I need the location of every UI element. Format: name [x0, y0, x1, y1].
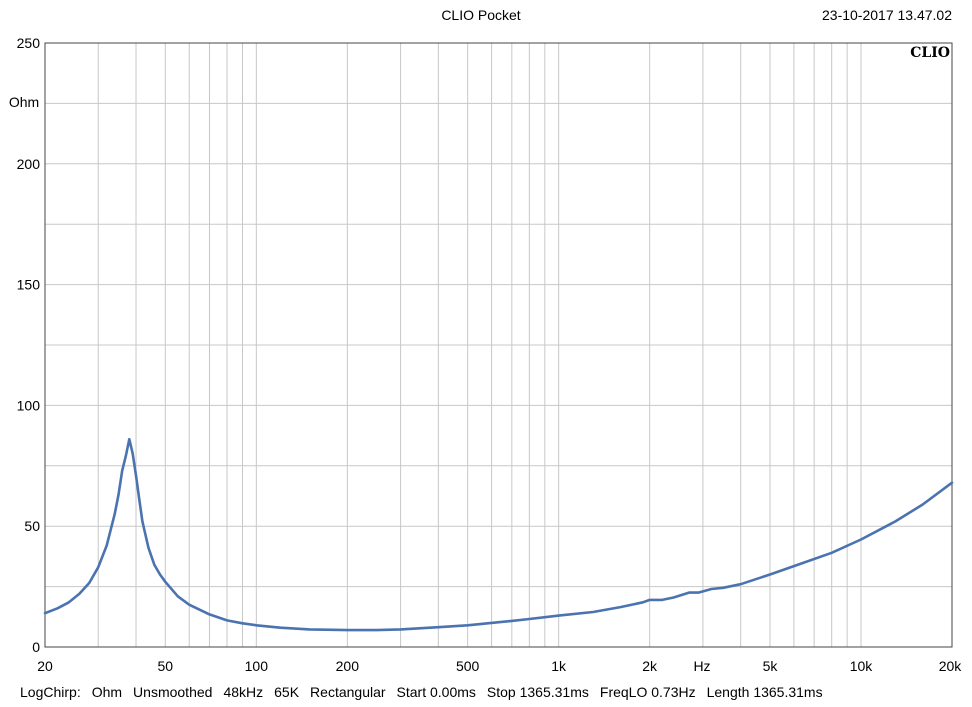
plot-frame: [44, 42, 953, 648]
x-tick-label: 20: [37, 658, 53, 674]
status-item: Length 1365.31ms: [706, 684, 823, 700]
y-tick-labels: 0 50 100 150 200 250: [17, 35, 41, 655]
y-tick-label: 0: [32, 639, 40, 655]
y-tick-label: 250: [17, 35, 41, 51]
status-item: LogChirp:: [20, 684, 81, 700]
x-tick-label: 50: [158, 658, 174, 674]
impedance-curve: [43, 437, 954, 632]
status-item: Unsmoothed: [133, 684, 213, 700]
x-axis-label: Hz: [693, 658, 710, 674]
x-tick-label: 20k: [939, 658, 963, 674]
y-tick-label: 200: [17, 156, 41, 172]
status-item: 48kHz: [223, 684, 264, 700]
status-item: FreqLO 0.73Hz: [599, 684, 696, 700]
brand-logo: CLIO: [910, 45, 950, 61]
x-tick-label: 2k: [642, 658, 658, 674]
chart-title: CLIO Pocket: [441, 7, 520, 23]
y-axis-label: Ohm: [9, 94, 39, 110]
timestamp: 23-10-2017 13.47.02: [822, 7, 952, 23]
status-item: Start 0.00ms: [396, 684, 476, 700]
status-item: Rectangular: [310, 684, 386, 700]
y-tick-label: 150: [17, 277, 41, 293]
status-item: Stop 1365.31ms: [486, 684, 589, 700]
x-tick-label: 100: [245, 658, 269, 674]
status-item: 65K: [274, 684, 300, 700]
x-tick-label: 200: [336, 658, 360, 674]
grid: [45, 43, 952, 647]
x-tick-labels: 20 50 100 200 500 1k 2k 5k 10k 20k: [37, 658, 962, 674]
y-tick-label: 100: [17, 397, 41, 413]
x-tick-label: 5k: [763, 658, 779, 674]
x-tick-label: 1k: [551, 658, 567, 674]
y-tick-label: 50: [24, 518, 40, 534]
series-group: [43, 437, 954, 632]
status-bar: LogChirp: Ohm Unsmoothed 48kHz 65K Rectangula…: [20, 684, 834, 700]
x-tick-label: 10k: [850, 658, 874, 674]
status-item: Ohm: [91, 684, 123, 700]
x-tick-label: 500: [456, 658, 480, 674]
